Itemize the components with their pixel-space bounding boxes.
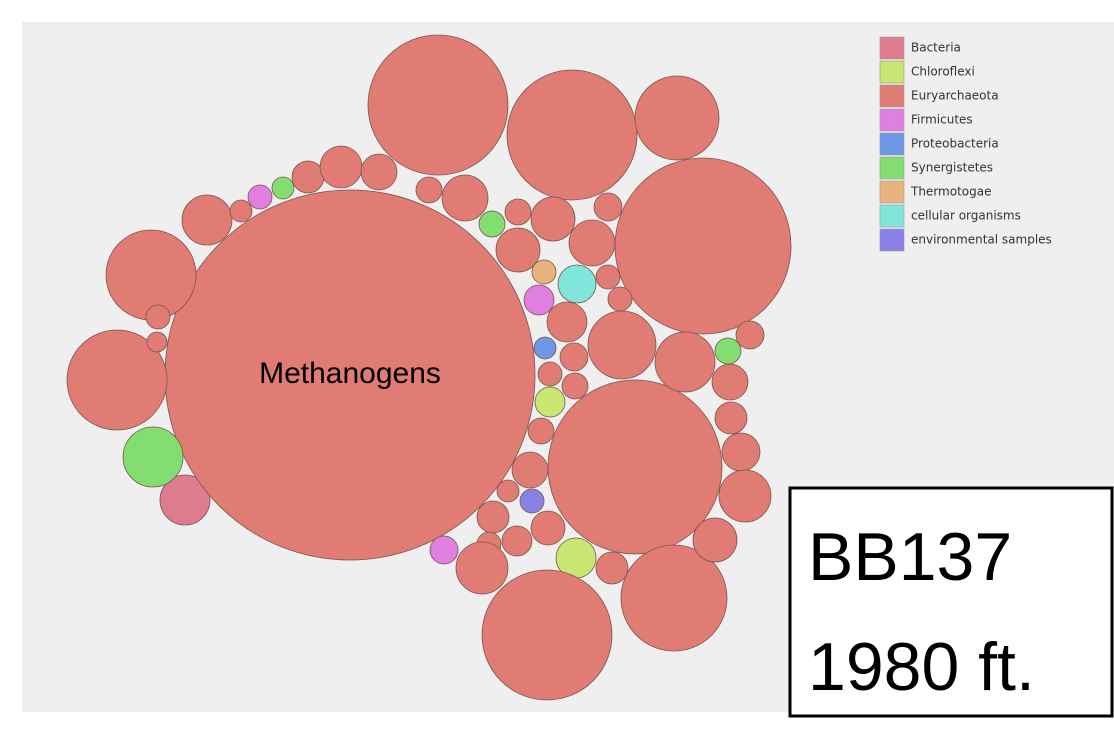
bubble (530, 196, 576, 242)
bubble (247, 184, 273, 210)
bubble (504, 198, 532, 226)
bubble (478, 210, 506, 238)
bubble (495, 227, 541, 273)
bubble (476, 500, 510, 534)
bubble (146, 331, 168, 353)
bubble (511, 451, 549, 489)
bubble (291, 160, 325, 194)
bubble (654, 331, 716, 393)
bubble (66, 329, 168, 431)
bubble (692, 517, 738, 563)
bubble (546, 301, 588, 343)
bubble (527, 417, 555, 445)
bubbles: Methanogens (66, 34, 792, 701)
bubble (523, 284, 555, 316)
bubble (587, 310, 657, 380)
legend-swatch (879, 84, 905, 108)
legend-label: Euryarchaeota (911, 89, 999, 103)
bubble (568, 219, 616, 267)
legend-swatch (879, 108, 905, 132)
bubble (441, 174, 489, 222)
bubble (105, 229, 197, 321)
bubble (530, 510, 566, 546)
bubble (506, 69, 638, 201)
bubble (547, 379, 723, 555)
bubble (429, 535, 459, 565)
bubble (735, 320, 765, 350)
bubble (319, 145, 363, 189)
bubble (122, 426, 184, 488)
bubble (718, 469, 772, 523)
legend-swatch (879, 156, 905, 180)
bubble (593, 192, 623, 222)
legend-label: Thermotogae (910, 185, 991, 199)
bubble (271, 176, 295, 200)
bubble (559, 342, 589, 372)
bubble (367, 34, 509, 176)
legend-label: Firmicutes (911, 113, 973, 127)
legend-label: Synergistetes (911, 161, 993, 175)
bubble (557, 264, 597, 304)
legend-swatch (879, 204, 905, 228)
legend-swatch (879, 228, 905, 252)
bubble (561, 372, 589, 400)
bubble (721, 432, 761, 472)
bubble (519, 488, 545, 514)
legend-swatch (879, 132, 905, 156)
bubble-label: Methanogens (259, 357, 441, 390)
bubble (531, 259, 557, 285)
bubble (145, 304, 171, 330)
bubble (159, 474, 211, 526)
bubble (415, 176, 443, 204)
legend-swatch (879, 36, 905, 60)
bubble (634, 75, 720, 161)
text-box-line: 1980 ft. (808, 629, 1035, 705)
bubble (711, 363, 749, 401)
legend-label: Proteobacteria (911, 137, 999, 151)
bubble (360, 153, 398, 191)
bubble (614, 157, 792, 335)
bubble (455, 541, 509, 595)
legend-label: environmental samples (911, 233, 1052, 247)
legend-label: Chloroflexi (911, 65, 975, 79)
legend-label: Bacteria (911, 41, 961, 55)
legend-label: cellular organisms (911, 209, 1021, 223)
legend: Bacteria Chloroflexi Euryarchaeota Firmicut… (879, 36, 1052, 252)
bubble (481, 569, 613, 701)
bubble (620, 544, 728, 652)
bubble (714, 401, 748, 435)
text-box (788, 486, 1114, 718)
bubble (607, 286, 633, 312)
legend-swatch (879, 180, 905, 204)
bubble (534, 386, 566, 418)
bubble (537, 361, 563, 387)
bubble (533, 336, 557, 360)
text-box-line: BB137 (808, 519, 1012, 595)
bubble (229, 199, 253, 223)
legend-swatch (879, 60, 905, 84)
bubble (714, 337, 742, 365)
bubble (501, 525, 533, 557)
bubble (496, 479, 520, 503)
bubble (181, 194, 233, 246)
bubble (595, 264, 621, 290)
bubble (595, 551, 629, 585)
